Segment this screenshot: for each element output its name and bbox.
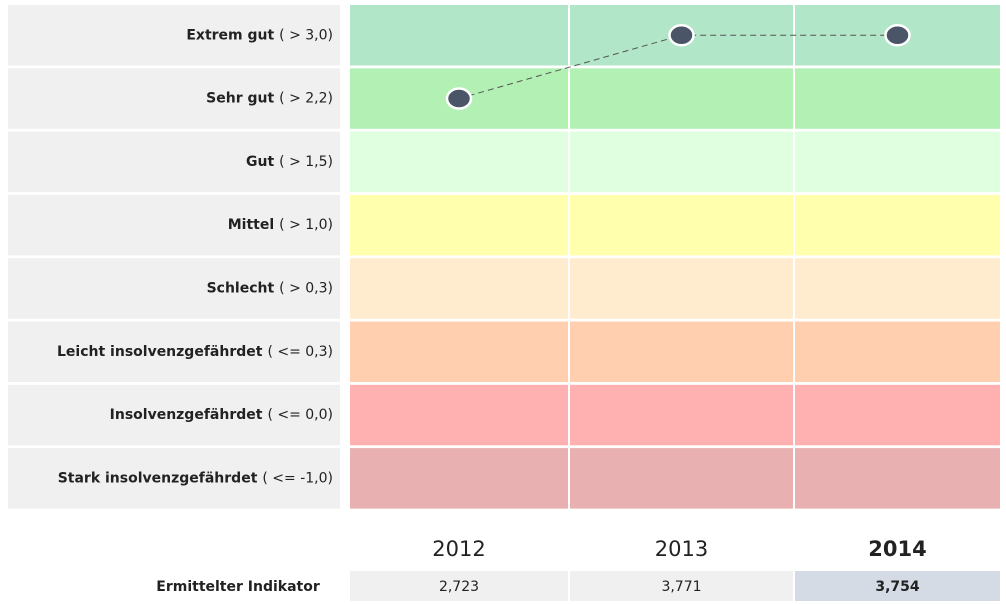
- value-cell: [350, 571, 568, 601]
- band-label: Schlecht( > 0,3): [207, 280, 333, 296]
- band-cell: [350, 5, 568, 66]
- band-cell: [570, 194, 793, 256]
- band-threshold: ( <= 0,0): [267, 407, 333, 423]
- band-label: Stark insolvenzgefährdet( <= -1,0): [58, 470, 333, 486]
- data-point: [445, 87, 473, 110]
- band-name: Gut: [246, 154, 274, 170]
- band-threshold: ( > 0,3): [279, 280, 333, 296]
- band-label-bg: [8, 194, 340, 256]
- band-cell: [350, 194, 568, 256]
- band-label: Extrem gut ( > 3,0): [186, 27, 333, 43]
- band-cell: [795, 68, 1000, 129]
- band-cell: [570, 131, 793, 193]
- band-threshold: ( > 1,5): [279, 154, 333, 170]
- band-name: Extrem gut: [186, 27, 274, 43]
- band-cell: [570, 258, 793, 319]
- band-name: Schlecht: [207, 280, 275, 296]
- band-cell: [795, 448, 1000, 509]
- band-cell: [795, 131, 1000, 193]
- band-threshold: ( > 2,2): [279, 91, 333, 107]
- band-label: Gut ( > 1,5): [246, 154, 333, 170]
- band-cell: [350, 448, 568, 509]
- band-label-bg: [8, 68, 340, 129]
- band-cell: [570, 448, 793, 509]
- band-cell: [795, 384, 1000, 446]
- band-threshold: ( <= -1,0): [262, 470, 333, 486]
- band-cell: [795, 321, 1000, 382]
- band-label: Insolvenzgefährdet( <= 0,0): [110, 407, 333, 423]
- data-point: [884, 24, 911, 47]
- band-cell: [350, 258, 568, 319]
- band-cell: [350, 131, 568, 193]
- year-label: 2014: [868, 537, 926, 561]
- band-cell: [795, 194, 1000, 256]
- value-cell: [795, 571, 1000, 601]
- band-label: Leicht insolvenzgefährdet( <= 0,3): [57, 344, 333, 360]
- band-label-bg: [8, 321, 340, 382]
- band-label-bg: [8, 131, 340, 193]
- band-cell: [570, 321, 793, 382]
- band-cell: [570, 68, 793, 129]
- band-label: Sehr gut ( > 2,2): [206, 91, 333, 107]
- band-cell: [350, 384, 568, 446]
- band-threshold: ( <= 0,3): [267, 344, 333, 360]
- row-label: Ermittelter Indikator: [156, 579, 320, 595]
- band-label-bg: [8, 448, 340, 509]
- value-label: 3,754: [875, 579, 920, 595]
- value-label: 2,723: [439, 579, 479, 595]
- band-name: Sehr gut: [206, 91, 274, 107]
- band-cell: [570, 384, 793, 446]
- band-name: Leicht insolvenzgefährdet: [57, 344, 263, 360]
- band-name: Insolvenzgefährdet: [110, 407, 263, 423]
- band-threshold: ( > 1,0): [279, 217, 333, 233]
- band-threshold: ( > 3,0): [279, 27, 333, 43]
- value-label: 3,771: [661, 579, 701, 595]
- band-label: Mittel ( > 1,0): [228, 217, 333, 233]
- data-point: [668, 24, 695, 47]
- band-name: Stark insolvenzgefährdet: [58, 470, 258, 486]
- band-name: Mittel: [228, 217, 274, 233]
- band-label-bg: [8, 258, 340, 319]
- band-cell: [350, 321, 568, 382]
- band-label-bg: [8, 384, 340, 446]
- year-label: 2013: [655, 537, 708, 561]
- value-cell: [570, 571, 793, 601]
- year-label: 2012: [432, 537, 485, 561]
- band-label-bg: [8, 5, 340, 66]
- band-cell: [795, 258, 1000, 319]
